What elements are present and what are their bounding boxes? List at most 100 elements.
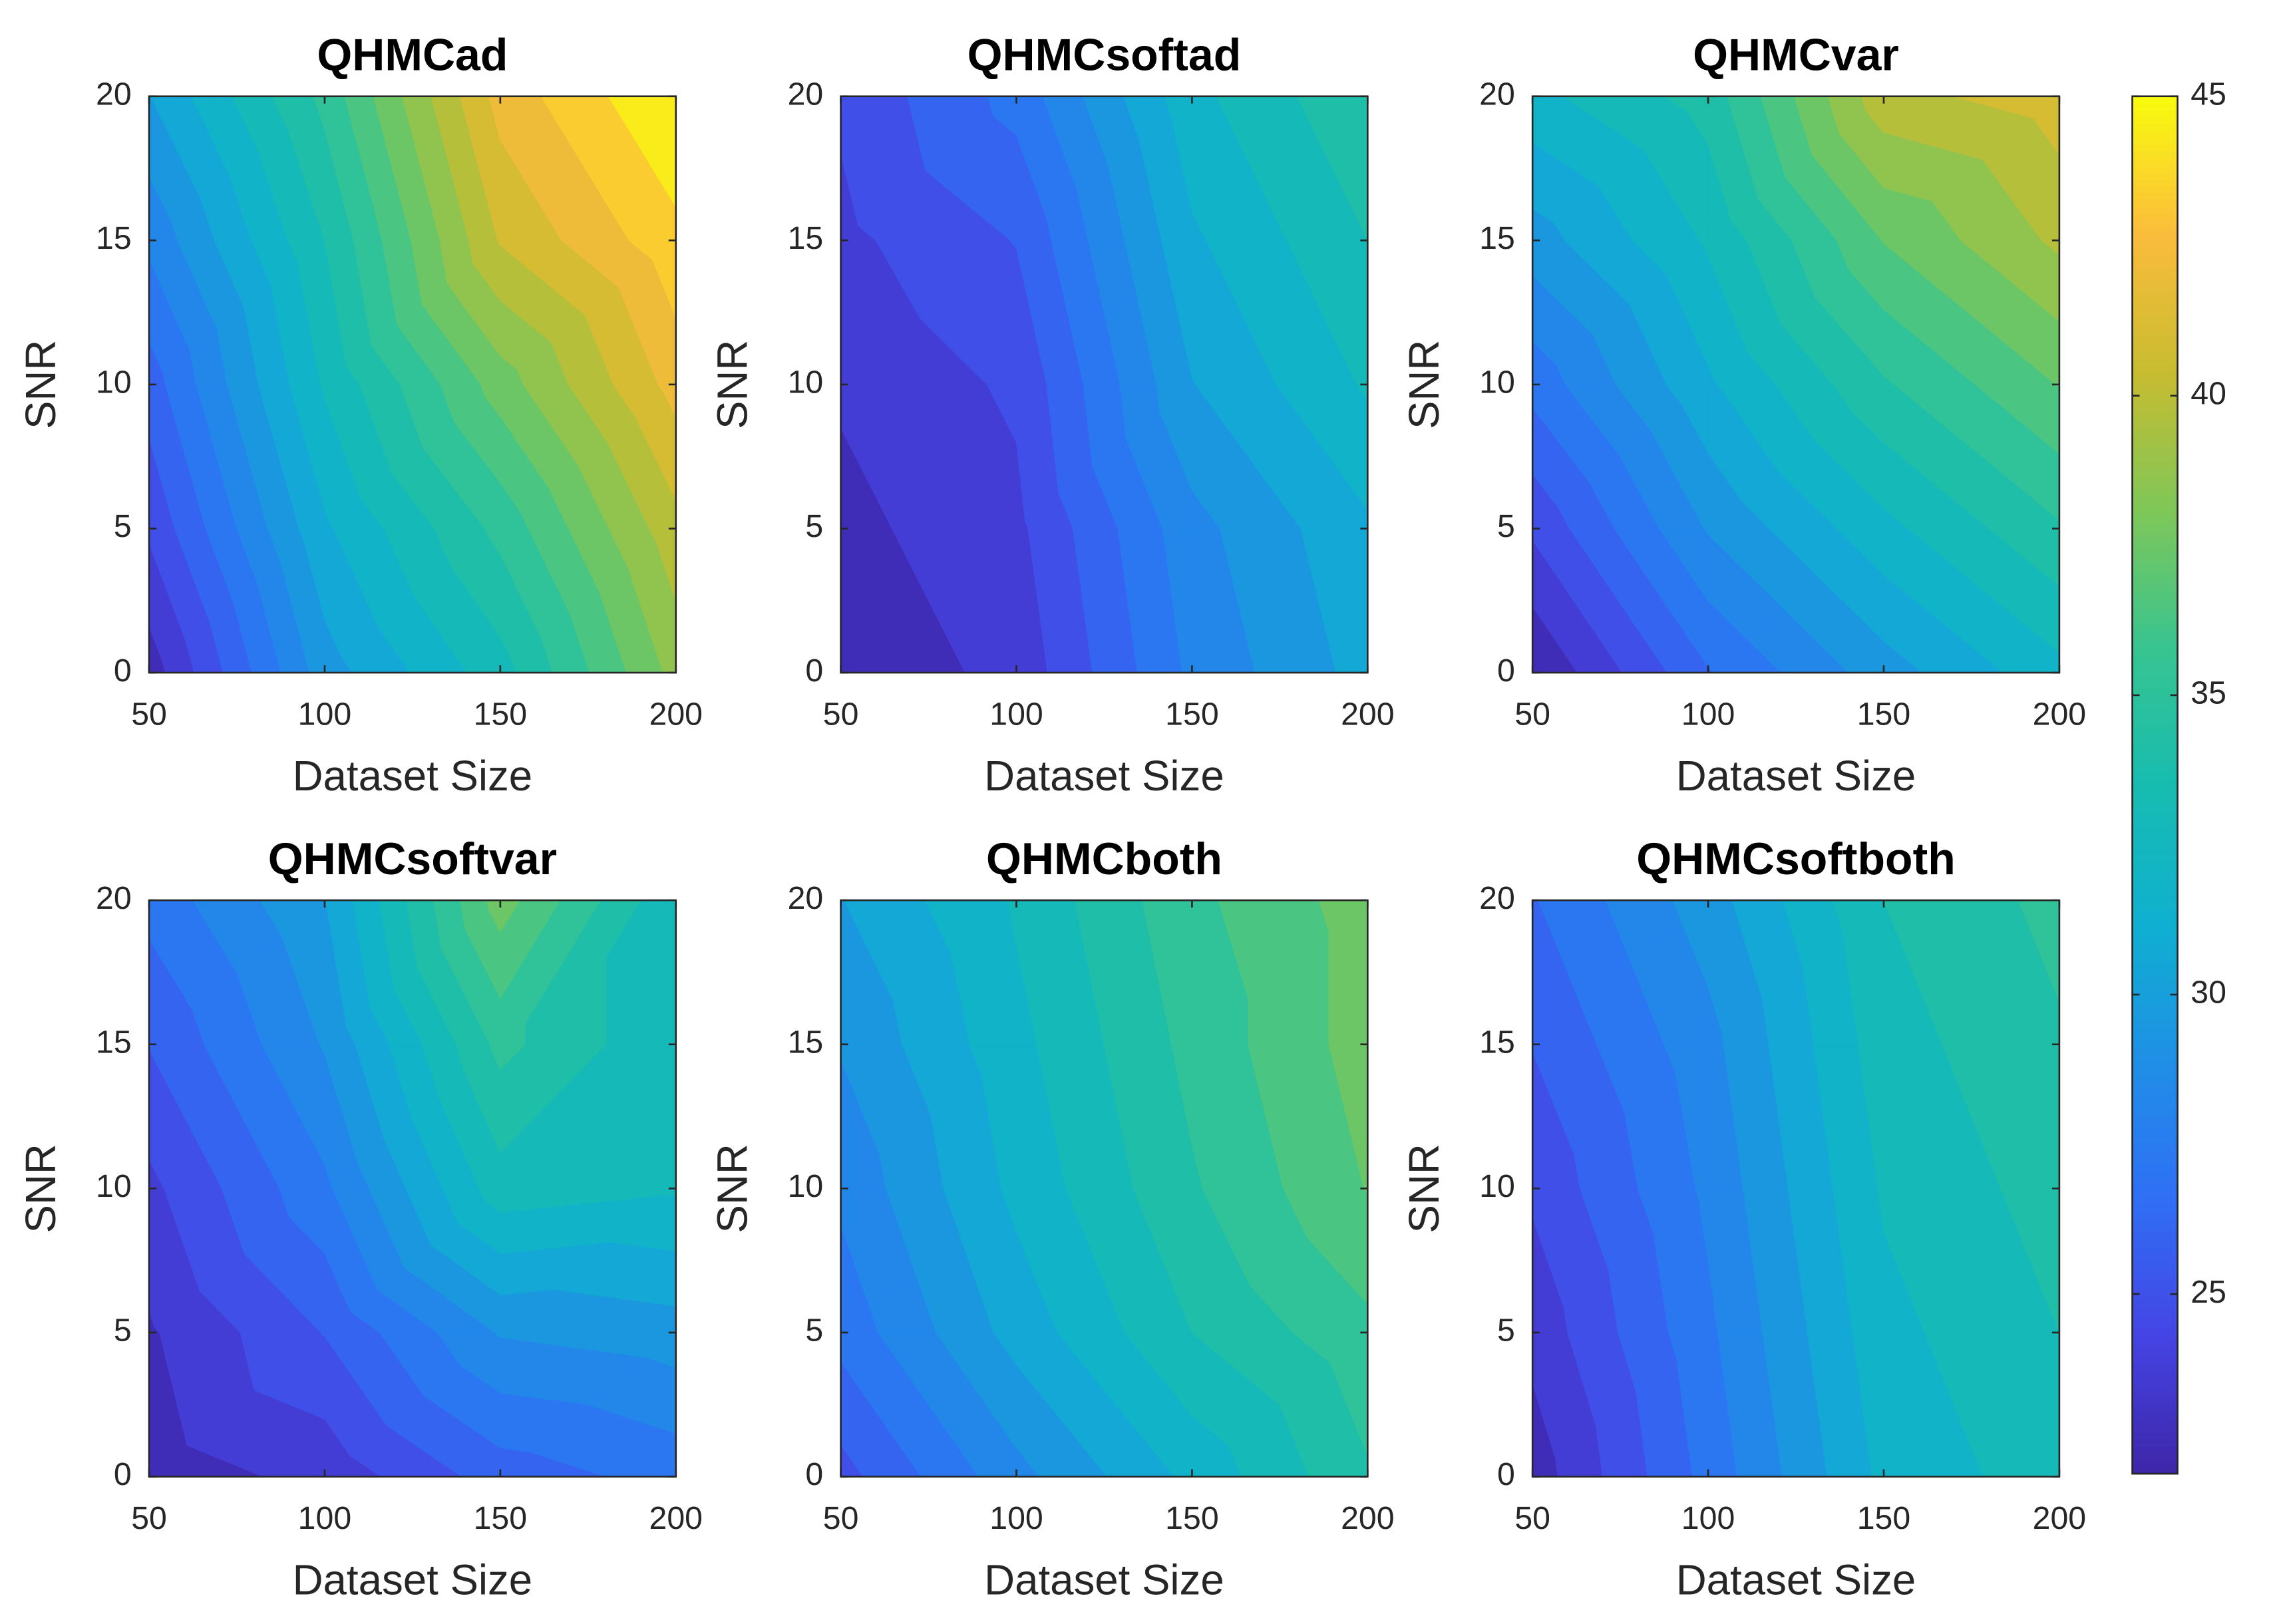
colorbar-swatch [2132,1425,2178,1433]
y-tick-label: 15 [96,1025,132,1060]
x-axis-label: Dataset Size [293,1556,533,1603]
y-tick-label: 0 [805,1456,823,1492]
colorbar-swatch [2132,792,2178,800]
colorbar-swatch [2132,874,2178,882]
colorbar-swatch [2132,619,2178,627]
colorbar-swatch [2132,309,2178,317]
colorbar-swatch [2132,750,2178,758]
colorbar-swatch [2132,282,2178,290]
colorbar-swatch [2132,516,2178,524]
colorbar-swatch [2132,771,2178,779]
colorbar-swatch [2132,220,2178,228]
colorbar-swatch [2132,764,2178,772]
colorbar-swatch [2132,385,2178,393]
y-axis-label: SNR [1401,340,1448,429]
colorbar-swatch [2132,901,2178,909]
x-tick-label: 200 [1341,1500,1394,1536]
x-axis-label: Dataset Size [293,752,533,800]
colorbar-swatch [2132,1060,2178,1068]
colorbar-swatch [2132,695,2178,703]
colorbar-swatch [2132,1239,2178,1247]
x-tick-label: 200 [2033,697,2086,732]
y-tick-label: 15 [788,220,824,256]
colorbar-swatch [2132,929,2178,937]
colorbar-tick-label: 45 [2190,76,2226,112]
colorbar-swatch [2132,1184,2178,1192]
colorbar-swatch [2132,1039,2178,1047]
colorbar-swatch [2132,784,2178,792]
colorbar-swatch [2132,936,2178,944]
x-tick-label: 200 [1341,697,1394,732]
colorbar-swatch [2132,1198,2178,1206]
x-tick-label: 150 [1165,1500,1218,1536]
colorbar-swatch [2132,1294,2178,1302]
colorbar-swatch [2132,130,2178,138]
x-tick-label: 50 [131,1500,167,1536]
colorbar-swatch [2132,1432,2178,1440]
colorbar-swatch [2132,1026,2178,1034]
colorbar-swatch [2132,1156,2178,1164]
x-axis-label: Dataset Size [984,1556,1224,1603]
colorbar-swatch [2132,1067,2178,1075]
colorbar-swatch [2132,509,2178,517]
colorbar-swatch [2132,1336,2178,1344]
y-tick-label: 5 [114,1313,132,1349]
y-tick-label: 10 [1479,365,1515,401]
colorbar-swatch [2132,406,2178,414]
y-tick-label: 10 [788,1168,824,1204]
y-tick-label: 15 [96,220,132,256]
colorbar-swatch [2132,206,2178,214]
colorbar-tick-label: 25 [2190,1274,2226,1310]
colorbar-swatch [2132,667,2178,675]
colorbar-swatch [2132,1370,2178,1378]
colorbar-swatch [2132,158,2178,166]
colorbar-swatch [2132,399,2178,407]
colorbar-swatch [2132,358,2178,366]
colorbar-swatch [2132,909,2178,917]
colorbar-swatch [2132,241,2178,249]
colorbar-swatch [2132,213,2178,221]
colorbar-swatch [2132,482,2178,490]
colorbar-swatch [2132,681,2178,689]
y-tick-label: 20 [96,76,132,112]
colorbar-swatch [2132,1281,2178,1289]
colorbar-swatch [2132,778,2178,786]
colorbar-swatch [2132,689,2178,697]
colorbar-swatch [2132,1115,2178,1123]
colorbar-swatch [2132,592,2178,600]
colorbar-swatch [2132,1267,2178,1275]
colorbar-swatch [2132,110,2178,118]
x-tick-label: 100 [989,697,1043,732]
colorbar-swatch [2132,124,2178,132]
colorbar-swatch [2132,1129,2178,1137]
colorbar-swatch [2132,200,2178,208]
colorbar-swatch [2132,1439,2178,1447]
colorbar-swatch [2132,1287,2178,1295]
colorbar-swatch [2132,379,2178,387]
colorbar-swatch [2132,895,2178,903]
colorbar-swatch [2132,640,2178,648]
colorbar-swatch [2132,654,2178,662]
x-tick-label: 100 [298,1500,351,1536]
x-axis-label: Dataset Size [1676,752,1916,800]
colorbar-swatch [2132,868,2178,876]
colorbar-swatch [2132,365,2178,373]
colorbar-swatch [2132,426,2178,434]
colorbar-swatch [2132,1074,2178,1082]
contour-plot [148,96,677,673]
colorbar-swatch [2132,1012,2178,1020]
y-tick-label: 15 [1479,1025,1515,1060]
colorbar-tick-label: 40 [2190,376,2226,412]
colorbar-swatch [2132,1053,2178,1061]
colorbar-swatch [2132,888,2178,896]
colorbar-swatch [2132,675,2178,683]
colorbar-swatch [2132,971,2178,979]
y-tick-label: 5 [805,508,823,544]
colorbar-swatch [2132,1411,2178,1419]
colorbar-swatch [2132,998,2178,1006]
x-tick-label: 100 [298,697,351,732]
colorbar-swatch [2132,1384,2178,1392]
y-tick-label: 0 [114,1456,132,1492]
colorbar-swatch [2132,172,2178,180]
y-tick-label: 10 [1479,1168,1515,1204]
